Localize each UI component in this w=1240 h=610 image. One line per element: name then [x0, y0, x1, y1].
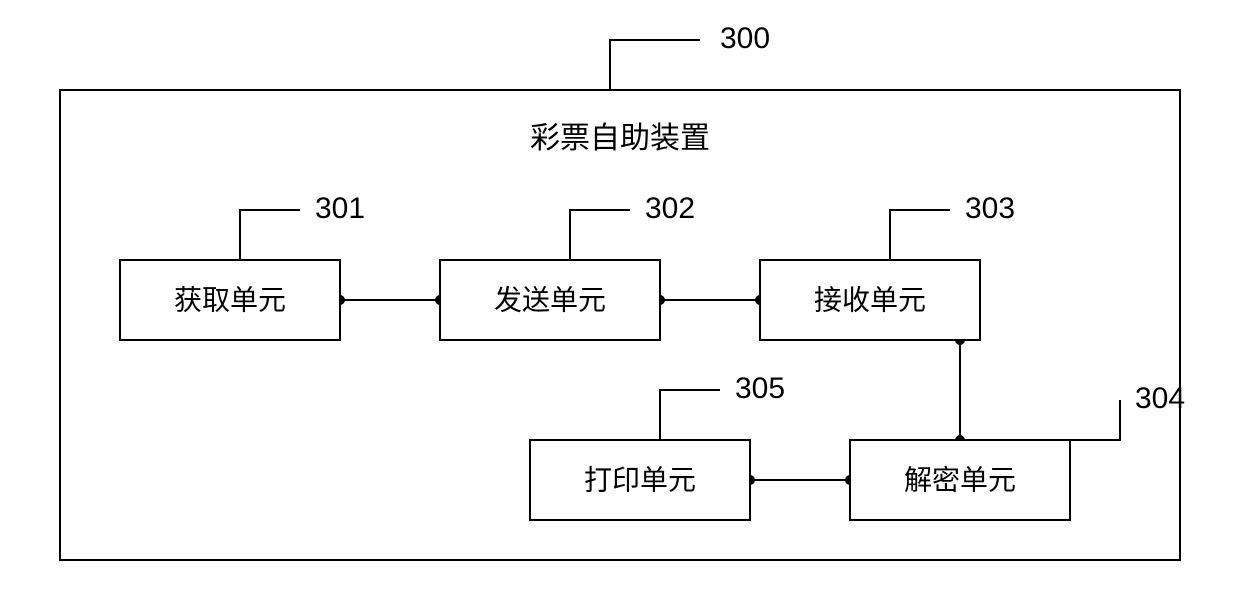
edge-n304-n305 — [745, 475, 855, 485]
node-label: 打印单元 — [584, 464, 696, 495]
block-diagram: 300 彩票自助装置 获取单元 301 发送单元 302 接收单元 303 解密单元 304 打… — [0, 0, 1240, 610]
lead-line — [660, 390, 720, 440]
node-305: 打印单元 305 — [530, 372, 785, 520]
ref-label: 303 — [965, 192, 1015, 225]
ref-label: 305 — [735, 372, 785, 405]
node-302: 发送单元 302 — [440, 192, 695, 340]
lead-line — [240, 210, 300, 260]
ref-label: 304 — [1135, 382, 1185, 415]
outer-lead-line — [610, 40, 700, 90]
node-label: 获取单元 — [174, 284, 286, 315]
outer-title: 彩票自助装置 — [530, 122, 710, 155]
nodes: 获取单元 301 发送单元 302 接收单元 303 解密单元 304 打印单元 305 — [120, 192, 1185, 520]
ref-label: 302 — [645, 192, 695, 225]
lead-line — [570, 210, 630, 260]
node-304: 解密单元 304 — [850, 382, 1185, 520]
lead-line — [890, 210, 950, 260]
edge-n302-n303 — [655, 295, 765, 305]
lead-line — [1070, 400, 1120, 440]
edge-n303-n304 — [955, 335, 965, 445]
node-label: 接收单元 — [814, 284, 926, 315]
edge-n301-n302 — [335, 295, 445, 305]
ref-label: 301 — [315, 192, 365, 225]
node-label: 发送单元 — [494, 284, 606, 315]
node-label: 解密单元 — [904, 464, 1016, 495]
outer-ref-label: 300 — [720, 22, 770, 55]
node-301: 获取单元 301 — [120, 192, 365, 340]
node-303: 接收单元 303 — [760, 192, 1015, 340]
